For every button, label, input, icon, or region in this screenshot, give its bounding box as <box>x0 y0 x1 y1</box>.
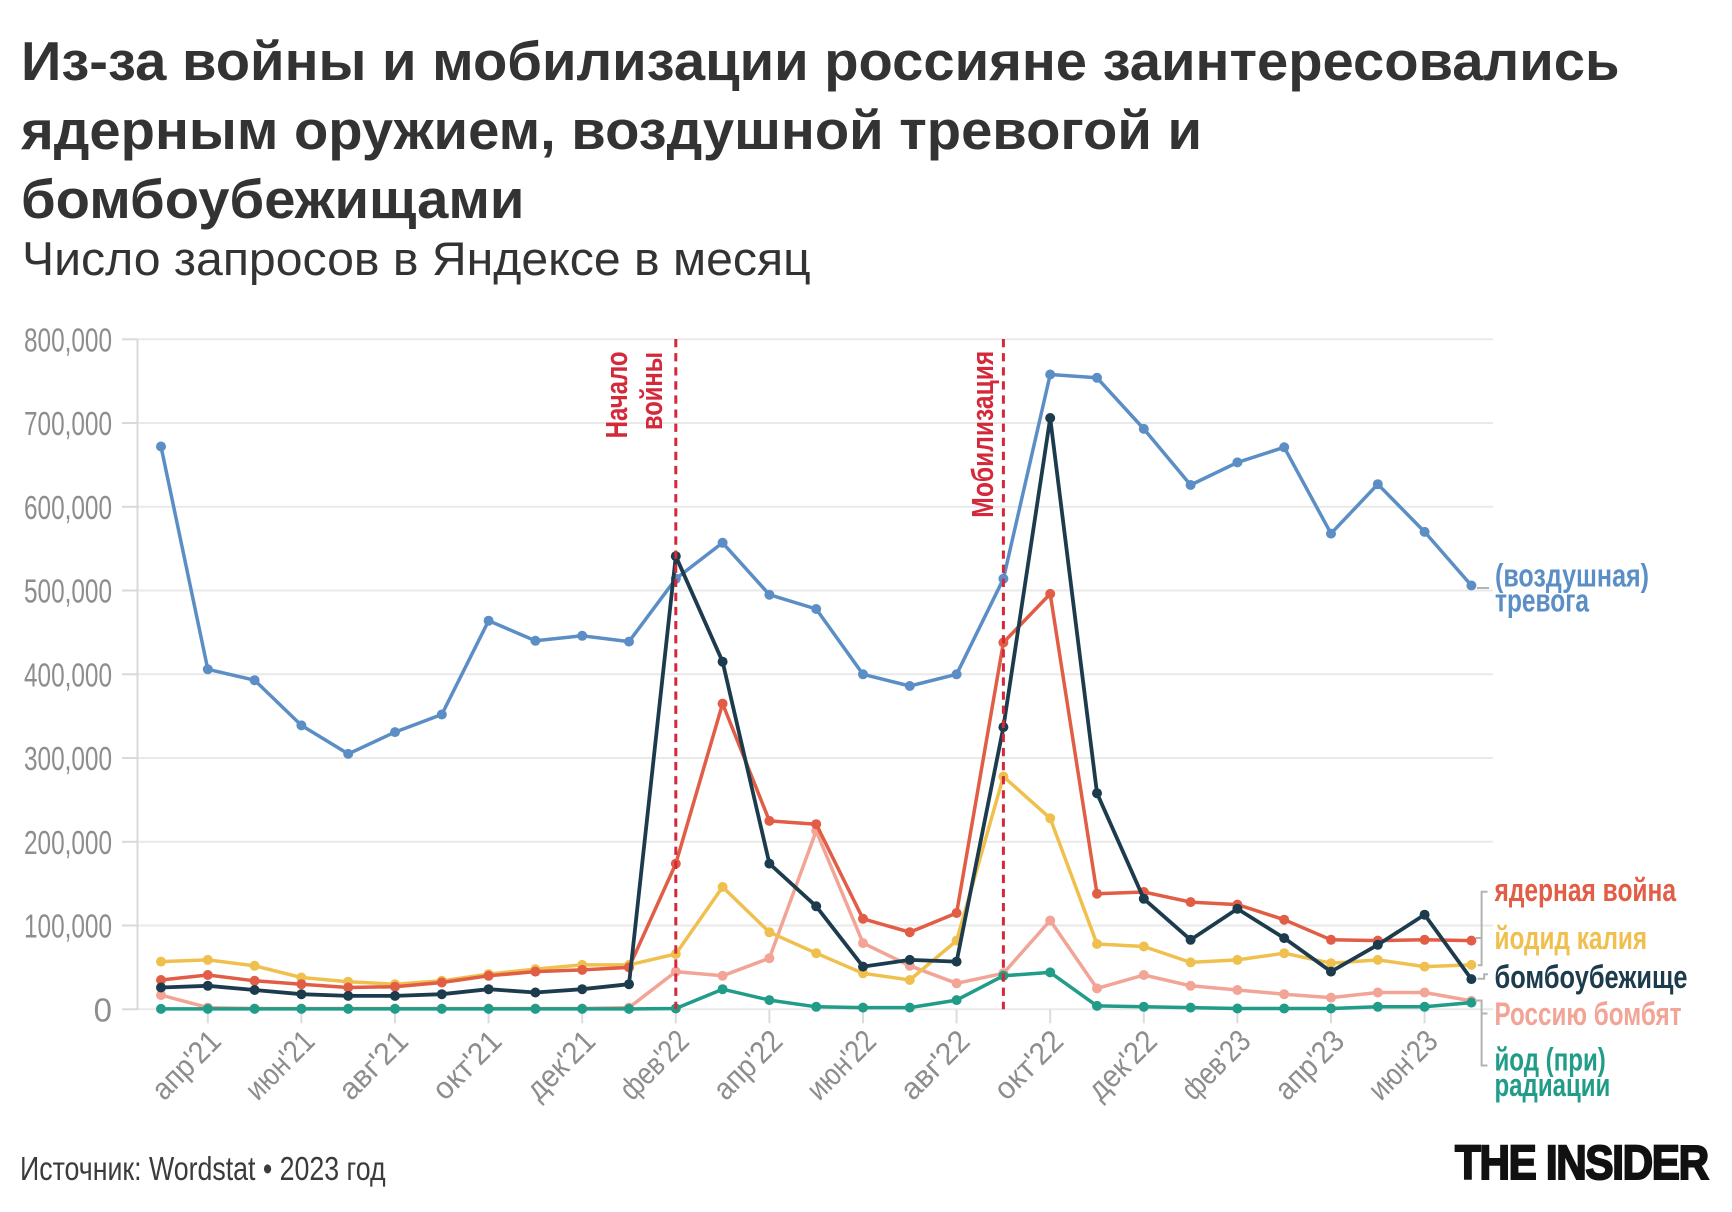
svg-text:0: 0 <box>94 991 112 1028</box>
svg-text:июн'23: июн'23 <box>1361 1023 1444 1106</box>
svg-text:апр'23: апр'23 <box>1268 1023 1351 1106</box>
svg-text:окт'22: окт'22 <box>987 1023 1070 1106</box>
svg-text:окт'21: окт'21 <box>425 1023 508 1106</box>
svg-text:тревога: тревога <box>1495 583 1589 619</box>
svg-text:800,000: 800,000 <box>24 321 112 358</box>
svg-text:200,000: 200,000 <box>24 824 112 861</box>
svg-text:апр'22: апр'22 <box>706 1023 789 1106</box>
svg-text:500,000: 500,000 <box>24 573 112 610</box>
svg-text:йод (при): йод (при) <box>1495 1042 1606 1078</box>
svg-text:600,000: 600,000 <box>24 489 112 526</box>
svg-text:йодид калия: йодид калия <box>1495 920 1648 956</box>
svg-text:100,000: 100,000 <box>24 908 112 945</box>
svg-text:ядерная война: ядерная война <box>1494 872 1676 908</box>
svg-text:300,000: 300,000 <box>24 740 112 777</box>
svg-text:фев'22: фев'22 <box>612 1023 695 1106</box>
svg-text:(воздушная): (воздушная) <box>1495 557 1649 593</box>
svg-text:бомбоубежище: бомбоубежище <box>1495 959 1688 995</box>
svg-text:Россию бомбят: Россию бомбят <box>1495 996 1682 1032</box>
svg-text:авг'21: авг'21 <box>332 1023 415 1106</box>
svg-text:радиации: радиации <box>1495 1067 1611 1103</box>
svg-text:700,000: 700,000 <box>24 405 112 442</box>
svg-text:Мобилизация: Мобилизация <box>965 351 1000 518</box>
svg-text:400,000: 400,000 <box>24 656 112 693</box>
svg-text:фев'23: фев'23 <box>1174 1023 1257 1106</box>
svg-text:июн'21: июн'21 <box>238 1023 321 1106</box>
svg-text:дек'22: дек'22 <box>1080 1023 1163 1106</box>
svg-text:июн'22: июн'22 <box>800 1023 883 1106</box>
svg-text:войны: войны <box>634 352 669 430</box>
svg-text:апр'21: апр'21 <box>144 1023 227 1106</box>
svg-text:Начало: Начало <box>599 351 634 438</box>
svg-text:авг'22: авг'22 <box>893 1023 976 1106</box>
svg-text:дек'21: дек'21 <box>519 1023 602 1106</box>
